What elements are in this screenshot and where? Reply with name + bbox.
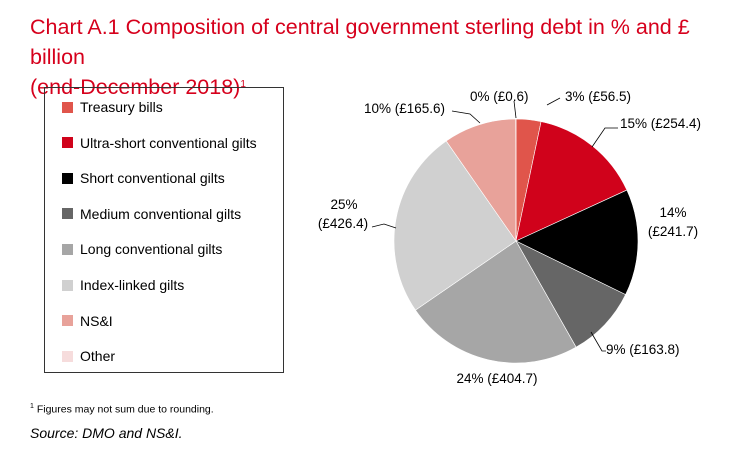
legend-item: Other [62, 346, 115, 366]
data-label: 25% [330, 197, 357, 212]
pie-slice [515, 189, 639, 296]
source-note: Source: DMO and NS&I. [30, 425, 183, 441]
legend-label: NS&I [80, 312, 113, 329]
legend-label: Index-linked gilts [80, 277, 185, 293]
legend-swatch [62, 101, 73, 113]
legend-label: Treasury bills [80, 99, 163, 115]
data-label: 15% (£254.4) [620, 116, 701, 131]
legend-swatch [62, 208, 73, 220]
leader-line [546, 97, 561, 106]
legend-swatch [62, 279, 73, 291]
data-label: 9% (£163.8) [606, 342, 680, 357]
pie-slice [415, 240, 577, 364]
pie-slice [393, 140, 517, 311]
chart-legend: Treasury bills Ultra-short conventional g… [44, 87, 284, 373]
footnote-marker: 1 [30, 403, 34, 410]
leader-line [451, 110, 481, 124]
legend-label: Other [80, 348, 116, 365]
leader-line [590, 331, 606, 352]
footnote-text: Figures may not sum due to rounding. [36, 403, 214, 416]
data-label: (£241.7) [648, 224, 698, 239]
legend-item: Index-linked gilts [62, 275, 184, 295]
legend-swatch [62, 137, 73, 149]
legend-label: Long conventional gilts [80, 241, 223, 258]
pie-slice [445, 118, 517, 242]
legend-item: Long conventional gilts [62, 239, 222, 259]
legend-label: Medium conventional gilts [80, 205, 242, 222]
data-label: (£426.4) [318, 216, 368, 231]
legend-item: Short conventional gilts [62, 168, 225, 188]
legend-swatch [62, 315, 73, 327]
leader-line [513, 100, 517, 119]
legend-swatch [62, 243, 73, 255]
legend-item: Medium conventional gilts [62, 204, 241, 224]
data-label: 24% (£404.7) [456, 371, 537, 386]
data-label: 14% [659, 205, 686, 220]
legend-item: Treasury bills [62, 97, 163, 117]
legend-swatch [62, 172, 73, 184]
data-label: 0% (£0.6) [470, 89, 529, 104]
chart-title-line1: Chart A.1 Composition of central governm… [30, 15, 690, 69]
legend-label: Ultra-short conventional gilts [80, 134, 257, 151]
pie-slice [515, 121, 628, 242]
legend-item: NS&I [62, 311, 113, 331]
legend-swatch [62, 350, 73, 362]
data-label: 10% (£165.6) [364, 101, 445, 116]
title-footnote-marker: 1 [240, 79, 246, 90]
legend-label: Short conventional gilts [80, 170, 225, 187]
legend-item: Ultra-short conventional gilts [62, 133, 257, 153]
data-label: 3% (£56.5) [565, 89, 631, 104]
leader-line [371, 223, 397, 229]
leader-line [591, 127, 618, 148]
footnote: 1 Figures may not sum due to rounding. [30, 403, 214, 416]
